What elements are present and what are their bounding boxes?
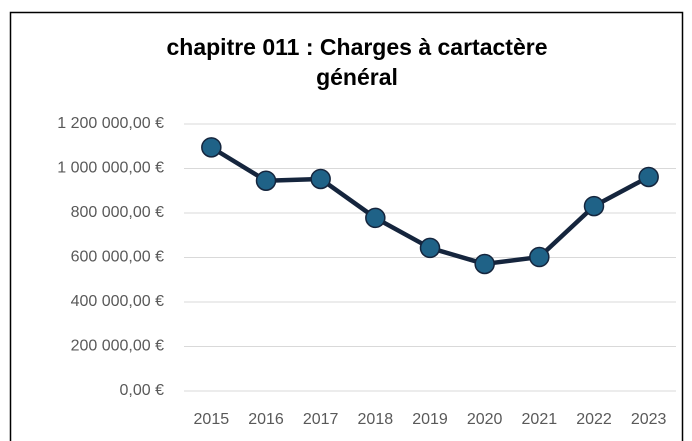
marker [419,237,441,259]
y-tick-label: 600 000,00 € [71,249,165,266]
x-tick-label: 2021 [522,411,558,428]
marker [255,170,277,191]
x-tick-label: 2020 [467,411,503,428]
y-tick-label: 1 000 000,00 € [57,160,164,177]
marker [583,195,605,217]
x-tick-label: 2022 [576,411,612,428]
x-tick-label: 2015 [194,411,230,428]
marker [310,168,331,190]
chart-title: chapitre 011 : Charges à cartactère géné… [166,34,548,90]
y-tick-label: 0,00 € [120,382,165,399]
x-tick-label: 2019 [412,411,448,428]
x-tick-label: 2023 [631,411,667,428]
marker [365,207,386,229]
x-tick-label: 2016 [248,411,284,428]
marker [638,166,659,188]
y-tick-label: 200 000,00 € [71,338,165,355]
x-tick-label: 2018 [358,411,394,428]
y-tick-label: 1 200 000,00 € [57,115,164,132]
marker [201,137,222,158]
marker [529,246,550,268]
x-tick-label: 2017 [303,411,339,428]
y-tick-label: 400 000,00 € [71,293,165,310]
marker [474,253,495,275]
y-tick-label: 800 000,00 € [71,204,165,221]
